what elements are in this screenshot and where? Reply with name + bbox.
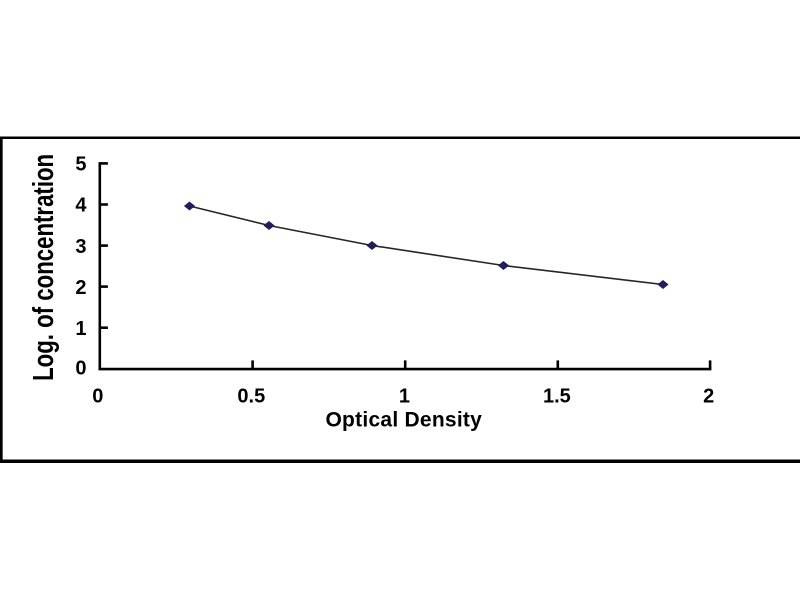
svg-text:5: 5: [75, 154, 86, 176]
svg-text:1: 1: [399, 386, 410, 408]
svg-text:0: 0: [75, 357, 86, 379]
svg-text:Log. of concentration: Log. of concentration: [28, 154, 59, 381]
svg-text:Optical Density: Optical Density: [325, 409, 482, 432]
svg-text:3: 3: [75, 236, 86, 258]
svg-text:1: 1: [75, 318, 86, 340]
svg-text:2: 2: [75, 277, 86, 299]
svg-text:1.5: 1.5: [543, 386, 571, 408]
svg-text:0: 0: [92, 386, 103, 408]
svg-text:0.5: 0.5: [237, 386, 265, 408]
svg-text:4: 4: [75, 195, 87, 217]
svg-text:2: 2: [703, 386, 714, 408]
